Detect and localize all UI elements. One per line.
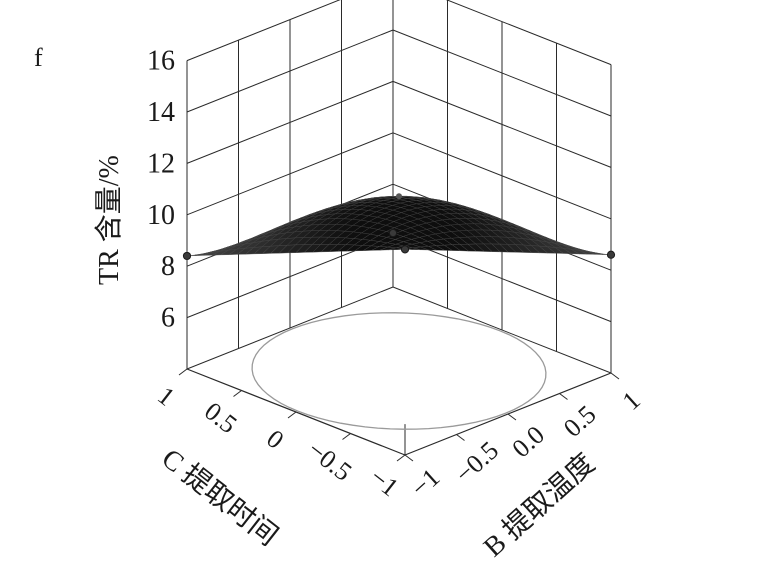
design-point bbox=[388, 228, 398, 238]
wall-grid-line bbox=[392, 132, 612, 220]
wall-grid-line bbox=[186, 29, 394, 113]
y-tick-mark bbox=[507, 413, 517, 421]
z-tick-labels: 6 8 10 12 14 16 bbox=[147, 46, 175, 334]
wall-grid-line bbox=[392, 286, 612, 374]
y-tick-mark bbox=[610, 372, 620, 380]
z-tick-label: 6 bbox=[161, 303, 175, 334]
y-tick-label: −1 bbox=[405, 463, 445, 503]
y-tick-label: 1 bbox=[617, 386, 646, 416]
x-axis-label: C 提取时间 bbox=[156, 442, 284, 552]
y-tick-mark bbox=[456, 434, 465, 441]
x-tick-mark bbox=[287, 411, 297, 419]
wall-grid-line bbox=[186, 80, 394, 164]
design-point bbox=[182, 251, 192, 261]
response-surface bbox=[186, 196, 612, 257]
y-axis-label: B 提取温度 bbox=[477, 447, 601, 563]
wall-grid-line bbox=[445, 0, 612, 66]
z-tick-label: 10 bbox=[147, 200, 175, 231]
design-point bbox=[606, 250, 616, 259]
design-point-center bbox=[396, 193, 402, 200]
wall-grid-line bbox=[186, 132, 394, 216]
x-tick-mark bbox=[396, 454, 406, 462]
z-tick-label: 16 bbox=[147, 46, 175, 77]
x-tick-mark bbox=[178, 368, 188, 376]
y-tick-mark bbox=[559, 393, 568, 400]
x-tick-label: −1 bbox=[364, 462, 404, 502]
x-tick-label: 1 bbox=[152, 381, 180, 412]
z-tick-label: 12 bbox=[147, 148, 175, 179]
z-tick-label: 8 bbox=[161, 251, 175, 282]
wall-grid-line bbox=[186, 286, 394, 370]
x-tick-mark bbox=[342, 433, 351, 440]
x-tick-label: 0 bbox=[261, 424, 289, 455]
z-axis-label: TR 含量/% bbox=[93, 155, 125, 285]
x-tick-label: −0.5 bbox=[302, 435, 357, 487]
design-points bbox=[182, 193, 616, 261]
floor-contour bbox=[251, 312, 547, 430]
design-point bbox=[400, 245, 410, 254]
y-tick-label: −0.5 bbox=[450, 436, 504, 489]
x-tick-mark bbox=[233, 390, 242, 397]
z-tick-label: 14 bbox=[147, 97, 175, 128]
y-tick-label: 0.5 bbox=[558, 400, 602, 443]
wall-grid-line bbox=[392, 80, 612, 168]
panel-label: f bbox=[34, 43, 43, 72]
x-tick-label: 0.5 bbox=[199, 396, 242, 439]
wall-grid-line bbox=[392, 29, 612, 117]
wall-grid-line bbox=[186, 0, 341, 62]
chart-floor bbox=[178, 312, 620, 462]
y-tick-label: 0.0 bbox=[507, 420, 551, 463]
y-tick-mark bbox=[404, 454, 414, 462]
